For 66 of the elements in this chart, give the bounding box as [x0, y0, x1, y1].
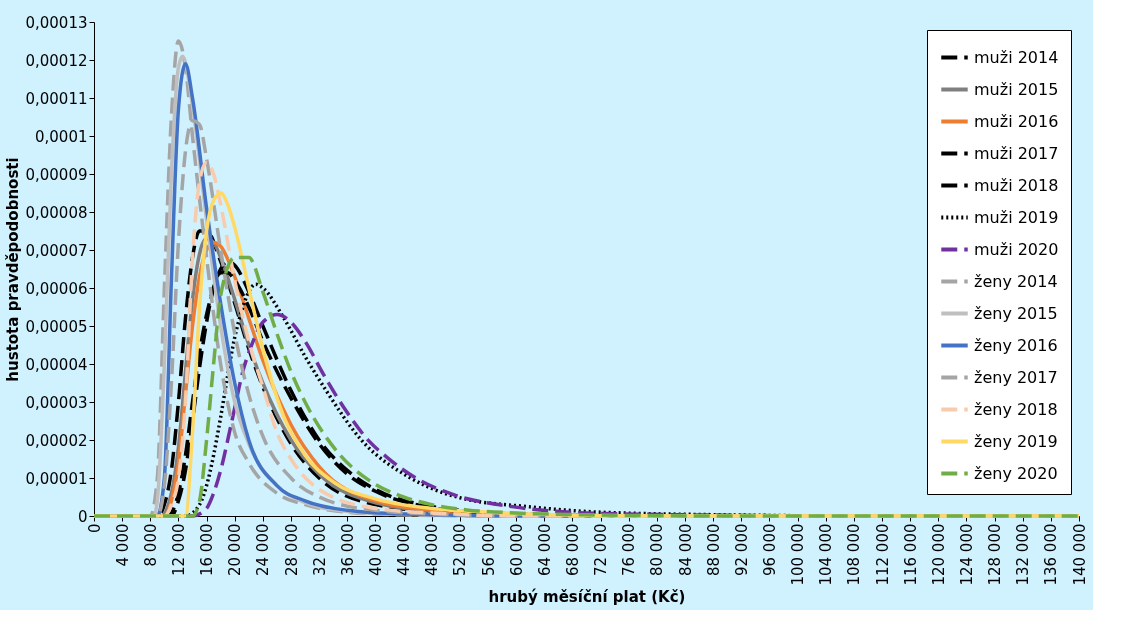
x-tick-label: 116 000 — [901, 523, 920, 586]
x-tick-label: 108 000 — [845, 523, 864, 586]
y-tick-label: 0,0001 — [35, 127, 88, 146]
x-tick-label: 140 000 — [1070, 523, 1089, 586]
x-tick-label: 16 000 — [198, 523, 217, 576]
x-tick-label: 96 000 — [760, 523, 779, 576]
x-tick-label: 120 000 — [929, 523, 948, 586]
y-tick-label: 0,00012 — [25, 51, 88, 70]
x-tick-label: 124 000 — [957, 523, 976, 586]
x-tick-label: 0 — [85, 523, 104, 534]
x-tick-label: 24 000 — [254, 523, 273, 576]
y-tick-label: 0 — [77, 507, 88, 526]
x-tick-label: 104 000 — [817, 523, 836, 586]
x-tick-label: 88 000 — [704, 523, 723, 576]
y-tick-label: 0,00004 — [25, 355, 88, 374]
x-tick-label: 28 000 — [282, 523, 301, 576]
x-tick-label: 92 000 — [732, 523, 751, 576]
y-tick-label: 0,00001 — [25, 469, 88, 488]
x-tick-label: 36 000 — [338, 523, 357, 576]
legend-label: muži 2015 — [974, 79, 1059, 99]
y-tick-label: 0,00002 — [25, 431, 88, 450]
legend-label: ženy 2019 — [974, 431, 1058, 451]
y-tick-label: 0,00006 — [25, 279, 88, 298]
x-tick-label: 44 000 — [395, 523, 414, 576]
x-tick-label: 52 000 — [451, 523, 470, 576]
x-tick-label: 32 000 — [310, 523, 329, 576]
x-tick-label: 20 000 — [226, 523, 245, 576]
legend-label: ženy 2017 — [974, 367, 1058, 387]
legend-label: ženy 2014 — [974, 271, 1058, 291]
y-tick-label: 0,00003 — [25, 393, 88, 412]
y-tick-label: 0,00013 — [25, 13, 88, 32]
x-tick-label: 72 000 — [592, 523, 611, 576]
y-tick-label: 0,00007 — [25, 241, 88, 260]
y-axis-title: hustota pravděpodobnosti — [4, 157, 23, 382]
x-tick-label: 56 000 — [479, 523, 498, 576]
x-tick-label: 60 000 — [507, 523, 526, 576]
x-tick-label: 84 000 — [676, 523, 695, 576]
x-tick-label: 8 000 — [141, 523, 160, 567]
legend-label: ženy 2015 — [974, 303, 1058, 323]
legend-label: muži 2017 — [974, 143, 1059, 163]
legend-label: ženy 2016 — [974, 335, 1058, 355]
x-tick-label: 100 000 — [789, 523, 808, 586]
x-axis-title: hrubý měsíční plat (Kč) — [488, 587, 686, 606]
x-tick-label: 68 000 — [563, 523, 582, 576]
y-tick-label: 0,00005 — [25, 317, 88, 336]
x-tick-label: 4 000 — [113, 523, 132, 567]
x-tick-label: 64 000 — [535, 523, 554, 576]
legend-label: ženy 2018 — [974, 399, 1058, 419]
x-tick-label: 132 000 — [1014, 523, 1033, 586]
x-tick-label: 80 000 — [648, 523, 667, 576]
x-tick-label: 76 000 — [620, 523, 639, 576]
legend-label: muži 2014 — [974, 47, 1059, 67]
x-tick-label: 128 000 — [986, 523, 1005, 586]
legend-label: muži 2019 — [974, 207, 1059, 227]
y-tick-label: 0,00008 — [25, 203, 88, 222]
legend-label: muži 2018 — [974, 175, 1059, 195]
x-tick-label: 112 000 — [873, 523, 892, 586]
legend-label: ženy 2020 — [974, 463, 1058, 483]
y-tick-label: 0,00009 — [25, 165, 88, 184]
legend-label: muži 2020 — [974, 239, 1059, 259]
x-tick-label: 40 000 — [366, 523, 385, 576]
x-tick-label: 48 000 — [423, 523, 442, 576]
x-tick-label: 12 000 — [169, 523, 188, 576]
x-tick-label: 136 000 — [1042, 523, 1061, 586]
legend-label: muži 2016 — [974, 111, 1059, 131]
y-tick-label: 0,00011 — [25, 89, 88, 108]
